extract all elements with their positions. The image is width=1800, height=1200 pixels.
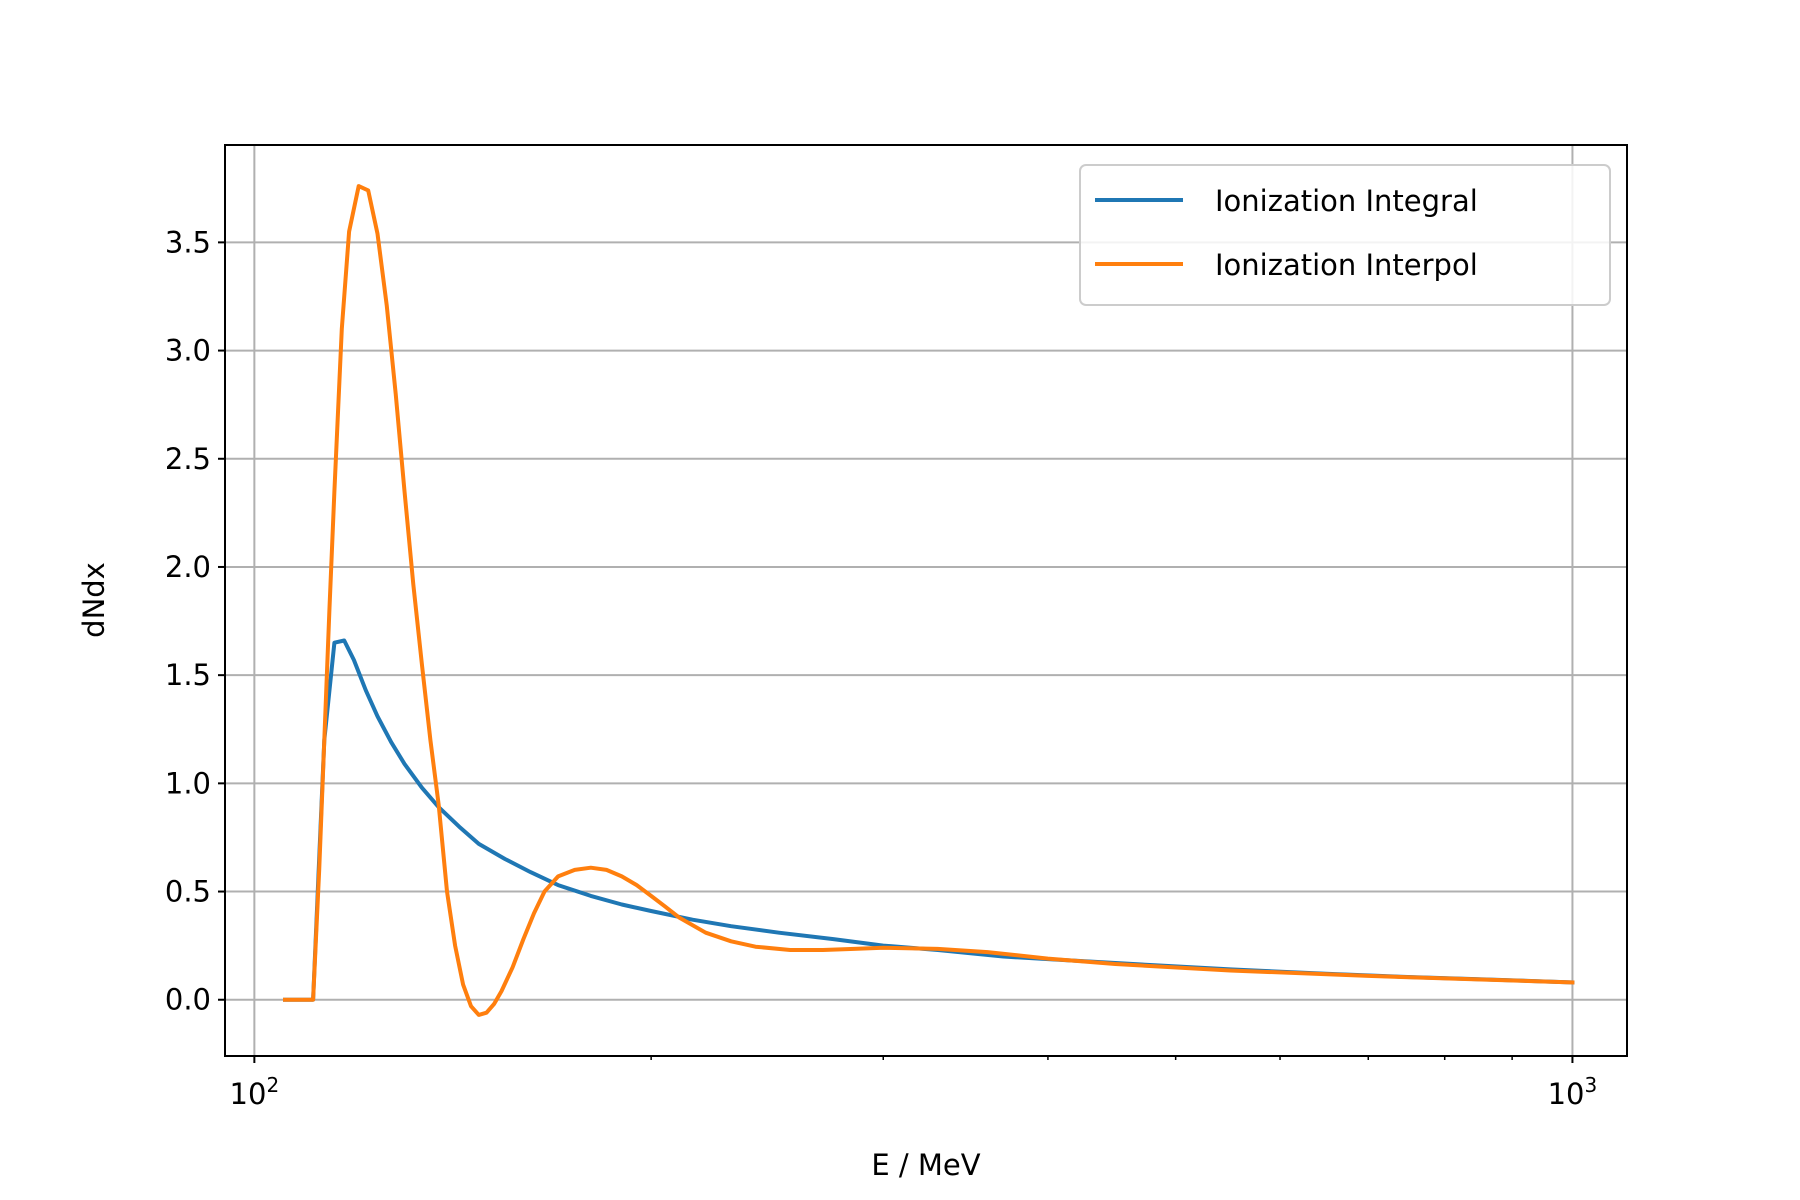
- x-tick-label: 103: [1548, 1073, 1598, 1111]
- y-tick-label: 1.5: [165, 658, 211, 692]
- y-tick-label: 1.0: [165, 766, 211, 800]
- y-tick-label: 3.0: [165, 334, 211, 368]
- series-layer: [283, 184, 1575, 1017]
- legend: Ionization Integral Ionization Interpol: [1079, 164, 1611, 306]
- y-tick-label: 0.5: [165, 875, 211, 909]
- plot-frame: [224, 144, 1628, 1057]
- y-tick-label: 2.5: [165, 442, 211, 476]
- y-tick-label: 3.5: [165, 225, 211, 259]
- grid: [225, 145, 1627, 1056]
- legend-box: [1079, 164, 1611, 306]
- ticks: 0.0 0.5 1.0 1.5 2.0 2.5 3.0 3.5 102 103: [165, 225, 1597, 1111]
- legend-label-integral: Ionization Integral: [1215, 184, 1478, 218]
- x-tick-label: 102: [230, 1073, 280, 1111]
- x-axis-label: E / MeV: [871, 1148, 980, 1182]
- y-axis-label: dNdx: [77, 562, 111, 638]
- y-tick-label: 2.0: [165, 550, 211, 584]
- y-tick-label: 0.0: [165, 983, 211, 1017]
- legend-label-interpol: Ionization Interpol: [1215, 248, 1478, 282]
- series-line-interpol: [283, 184, 1575, 1017]
